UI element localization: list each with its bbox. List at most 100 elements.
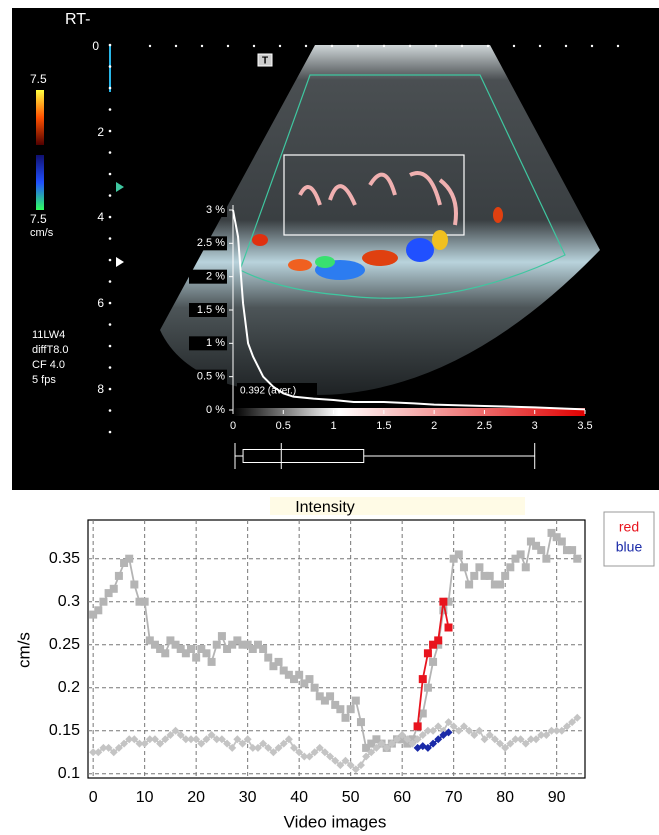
x-tick-label: 0 xyxy=(89,789,98,806)
chart-title: Intensity xyxy=(295,499,355,516)
x-tick-label: 60 xyxy=(393,789,411,806)
y-tick-label: 2.5 % xyxy=(197,237,225,249)
marker xyxy=(187,645,195,653)
x-tick-label: 1.5 xyxy=(376,420,391,432)
depth-dot xyxy=(109,409,112,412)
top-dot xyxy=(565,45,567,47)
depth-dot xyxy=(109,216,112,219)
depth-dot xyxy=(109,65,112,68)
x-tick-label: 3.5 xyxy=(577,420,592,432)
depth-dot xyxy=(109,151,112,154)
x-tick-label: 90 xyxy=(548,789,566,806)
marker xyxy=(496,581,504,589)
colorbar-top: 7.5 xyxy=(30,72,47,86)
marker xyxy=(414,722,422,730)
x-tick-label: 70 xyxy=(445,789,463,806)
marker xyxy=(434,636,442,644)
depth-dot xyxy=(109,431,112,434)
marker xyxy=(522,563,530,571)
marker xyxy=(125,555,133,563)
top-dot xyxy=(253,45,255,47)
marker xyxy=(517,550,525,558)
top-dot xyxy=(383,45,385,47)
page: T RT- 7.5 7.5 cm/s 11LW4 diffT8.0 CF 4.0… xyxy=(0,0,659,835)
marker xyxy=(542,555,550,563)
marker xyxy=(295,671,303,679)
x-tick-label: 1 xyxy=(331,420,337,432)
depth-dot xyxy=(109,194,112,197)
marker xyxy=(424,684,432,692)
top-dot xyxy=(201,45,203,47)
y-tick-label: 0.15 xyxy=(49,722,80,739)
setting: 11LW4 xyxy=(32,329,65,341)
depth-dot xyxy=(109,44,112,47)
depth-dot xyxy=(109,302,112,305)
top-dot xyxy=(357,45,359,47)
y-tick-label: 0 % xyxy=(206,404,225,416)
top-dot xyxy=(617,45,619,47)
colorbar-bottom: 7.5 xyxy=(30,212,47,226)
depth-label: 4 xyxy=(97,210,104,224)
y-tick-label: 0.1 xyxy=(58,765,80,782)
marker xyxy=(218,632,226,640)
x-tick-label: 2 xyxy=(431,420,437,432)
marker xyxy=(130,581,138,589)
marker xyxy=(460,563,468,571)
x-tick-label: 20 xyxy=(187,789,205,806)
depth-dot xyxy=(109,108,112,111)
depth-label: 6 xyxy=(97,296,104,310)
marker xyxy=(357,718,365,726)
top-dot xyxy=(591,45,593,47)
top-dot xyxy=(487,45,489,47)
top-dot xyxy=(331,45,333,47)
top-dot xyxy=(279,45,281,47)
marker xyxy=(429,658,437,666)
top-dot xyxy=(227,45,229,47)
depth-dot xyxy=(109,388,112,391)
x-tick-label: 50 xyxy=(342,789,360,806)
inset-colorbar xyxy=(233,408,585,416)
marker xyxy=(192,654,200,662)
marker xyxy=(94,606,102,614)
marker xyxy=(141,598,149,606)
y-tick-label: 0.2 xyxy=(58,679,80,696)
setting: diffT8.0 xyxy=(32,344,69,356)
depth-dot xyxy=(109,323,112,326)
marker xyxy=(475,563,483,571)
top-dot xyxy=(539,45,541,47)
orientation: RT- xyxy=(65,11,90,28)
top-dot xyxy=(409,45,411,47)
colorbar-blue xyxy=(36,155,44,210)
marker xyxy=(311,684,319,692)
depth-dot xyxy=(109,280,112,283)
marker xyxy=(342,714,350,722)
marker xyxy=(259,645,267,653)
y-tick-label: 1 % xyxy=(206,337,225,349)
marker xyxy=(264,654,272,662)
marker xyxy=(352,697,360,705)
y-axis-label: cm/s xyxy=(14,632,33,668)
depth-dot xyxy=(109,173,112,176)
top-dot xyxy=(435,45,437,47)
marker xyxy=(558,538,566,546)
marker xyxy=(419,675,427,683)
marker xyxy=(445,624,453,632)
y-tick-label: 0.5 % xyxy=(197,371,225,383)
marker xyxy=(326,692,334,700)
top-dot xyxy=(175,45,177,47)
x-tick-label: 2.5 xyxy=(477,420,492,432)
depth-dot xyxy=(109,237,112,240)
setting: 5 fps xyxy=(32,374,56,386)
marker xyxy=(213,641,221,649)
x-tick-label: 80 xyxy=(496,789,514,806)
x-axis-label: Video images xyxy=(284,812,387,831)
marker xyxy=(455,550,463,558)
marker xyxy=(115,572,123,580)
setting: CF 4.0 xyxy=(32,359,65,371)
depth-dot xyxy=(109,345,112,348)
marker xyxy=(161,649,169,657)
marker xyxy=(506,563,514,571)
depth-label: 8 xyxy=(97,382,104,396)
marker xyxy=(275,658,283,666)
marker xyxy=(424,649,432,657)
